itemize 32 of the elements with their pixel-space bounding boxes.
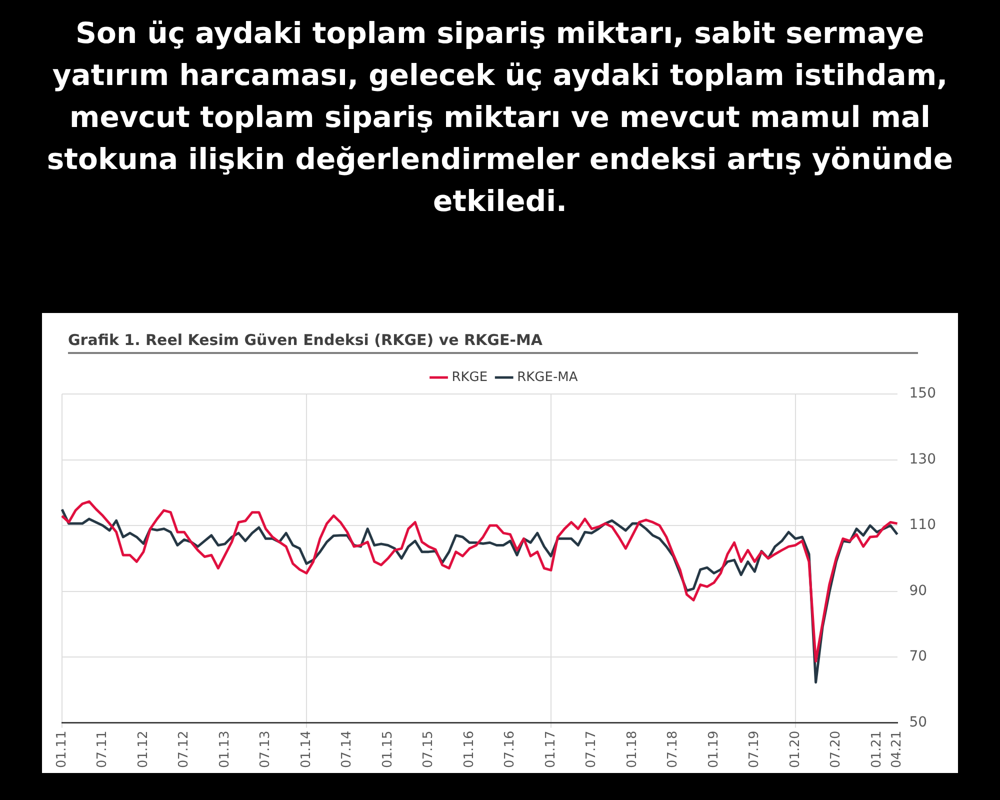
legend-label: RKGE-MA: [517, 370, 578, 385]
x-tick-label: 07.15: [421, 730, 436, 768]
y-tick-label: 150: [909, 386, 936, 402]
x-tick-label: 07.13: [258, 730, 274, 768]
x-tick-label: 07.17: [584, 730, 600, 768]
x-tick-label: 01.20: [788, 730, 803, 768]
y-tick-label: 50: [909, 714, 928, 730]
x-tick-label: 07.19: [747, 730, 762, 768]
x-tick-label: 01.13: [217, 730, 232, 768]
y-tick-label: 130: [909, 451, 936, 468]
x-tick-label: 01.16: [462, 730, 477, 768]
x-tick-label: 07.16: [502, 730, 518, 768]
x-tick-label: 01.21: [869, 730, 884, 768]
y-tick-label: 70: [909, 648, 928, 665]
x-tick-label: 01.11: [54, 730, 70, 768]
y-tick-label: 110: [909, 517, 936, 534]
x-tick-label: 01.15: [380, 730, 396, 768]
x-tick-label: 07.20: [828, 730, 844, 768]
x-tick-label: 07.12: [176, 730, 192, 768]
x-tick-label: 01.12: [136, 730, 151, 768]
x-tick-label: 01.17: [543, 730, 558, 768]
x-tick-label: 04.21: [890, 730, 905, 768]
x-tick-label: 01.14: [298, 730, 314, 768]
x-tick-label: 01.19: [706, 730, 722, 768]
x-tick-label: 07.18: [666, 730, 681, 768]
legend-label: RKGE: [452, 370, 488, 385]
x-tick-label: 07.11: [95, 730, 110, 768]
chart-subtitle: Grafik 1. Reel Kesim Güven Endeksi (RKGE) ve RKGE-MA: [68, 331, 918, 354]
y-tick-label: 90: [909, 582, 928, 599]
chart-title: Son üç aydaki toplam sipariş miktarı, sabit sermaye yatırım harcaması, gelecek üç aydaki toplam istihdam, mevcut toplam sipariş miktarı ve mevcut mamul mal stokuna ilişkin değerlendirmeler endeksi artış yönünde etkiledi.: [46, 15, 954, 220]
x-tick-label: 07.14: [340, 730, 355, 768]
x-tick-label: 01.18: [624, 730, 640, 768]
